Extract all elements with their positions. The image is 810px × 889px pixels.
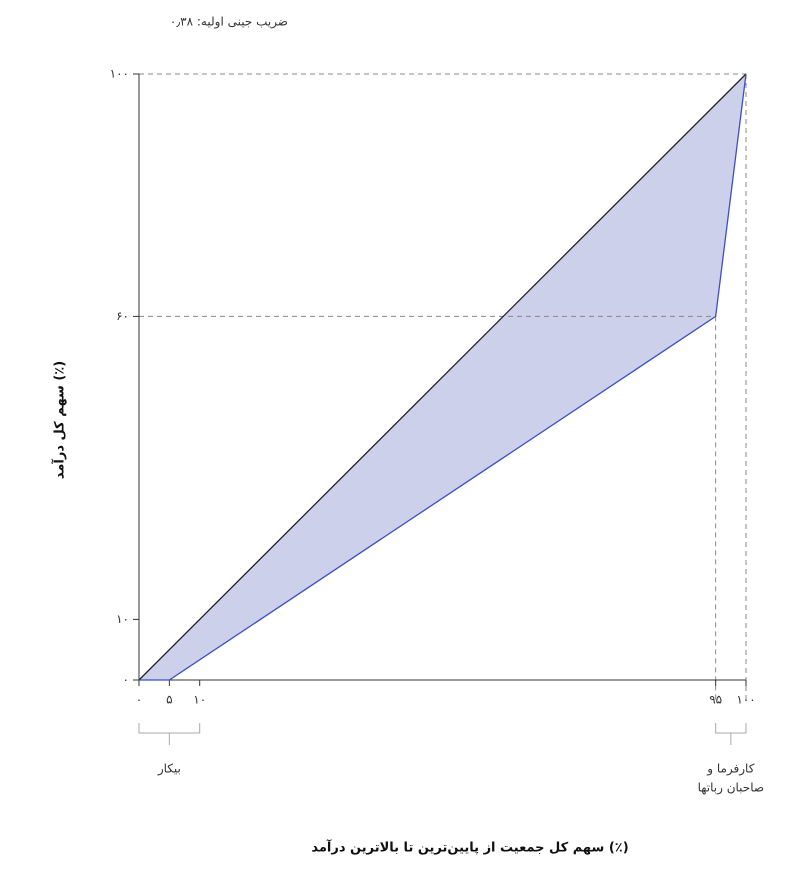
y-tick-label: ۰ bbox=[123, 673, 129, 687]
annotation: ضریب جینی اولیه: ۰٫۳۸ bbox=[170, 15, 288, 30]
x-tick-label: ۵ bbox=[166, 693, 172, 707]
x-axis-label: سهم کل جمعیت از پایین‌ترین تا بالاترین د… bbox=[311, 839, 628, 856]
x-tick-label: ۰ bbox=[136, 693, 142, 707]
y-tick-label: ۱۰۰ bbox=[110, 67, 129, 81]
equality-line bbox=[138, 73, 747, 681]
lorenz-curve bbox=[139, 73, 747, 681]
x-tick-label: ۹۵ bbox=[709, 693, 722, 707]
y-tick-label: ۶۰ bbox=[116, 309, 129, 323]
bracket bbox=[715, 723, 747, 745]
bracket-label: صاحبان رباتها bbox=[698, 781, 765, 796]
y-axis-label: سهم کل درآمد (٪) bbox=[51, 361, 68, 479]
bracket-label: بیکار bbox=[157, 762, 181, 777]
bracket-label: کارفرما و bbox=[706, 762, 755, 777]
x-tick-label: ۱۰۰ bbox=[736, 693, 755, 707]
bracket bbox=[138, 723, 201, 745]
x-tick-label: ۱۰ bbox=[193, 693, 206, 707]
y-tick-label: ۱۰ bbox=[116, 612, 129, 626]
